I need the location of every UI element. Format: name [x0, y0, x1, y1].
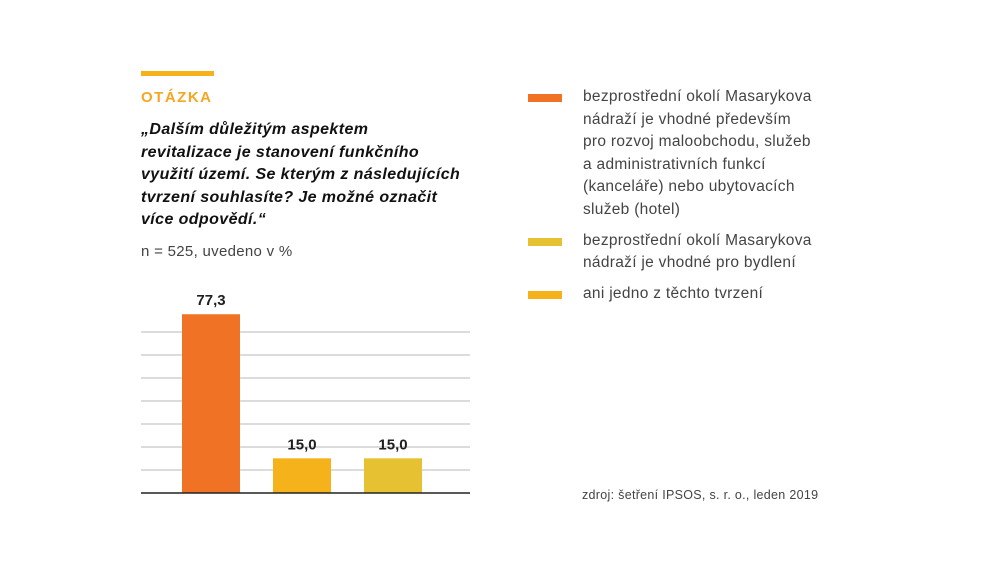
legend-swatch [528, 94, 562, 102]
question-line: využití území. Se kterým z následujících [141, 166, 461, 183]
bar [182, 314, 240, 493]
legend-line: nádraží je vhodné především [583, 110, 791, 128]
legend-line: služeb (hotel) [583, 200, 681, 218]
legend-line: bezprostřední okolí Masarykova [583, 88, 812, 105]
legend-item: ani jedno z těchto tvrzení [528, 283, 858, 306]
legend-line: nádraží je vhodné pro bydlení [583, 254, 796, 272]
legend-swatch [528, 290, 562, 299]
legend-item: bezprostřední okolí Masarykova nádraží j… [528, 86, 858, 222]
bar [273, 458, 331, 493]
question-line: více odpovědí.“ [141, 211, 267, 228]
bar-chart: 77,3 15,0 15,0 [141, 292, 470, 494]
legend-line: a administrativních funkcí [583, 155, 766, 173]
question-label: OTÁZKA [141, 89, 213, 106]
bar-value-label: 15,0 [287, 436, 316, 453]
bar-value-label: 77,3 [196, 292, 225, 309]
question-text: „Dalším důležitým aspektem revitalizace … [141, 119, 491, 232]
legend-swatch [528, 237, 562, 246]
source-note: zdroj: šetření IPSOS, s. r. o., leden 20… [582, 488, 819, 502]
question-line: revitalizace je stanovení funkčního [141, 143, 420, 161]
question-line: tvrzení souhlasíte? Je možné označit [141, 188, 438, 206]
legend-line: pro rozvoj maloobchodu, služeb [583, 133, 811, 151]
legend-line: ani jedno z těchto tvrzení [583, 284, 764, 302]
legend-item: bezprostřední okolí Masarykova nádraží j… [528, 230, 858, 275]
legend-line: (kanceláře) nebo ubytovacích [583, 178, 795, 196]
bar [364, 458, 422, 493]
bar-value-label: 15,0 [378, 436, 407, 453]
question-line: „Dalším důležitým aspektem [141, 121, 369, 138]
sample-note: n = 525, uvedeno v % [141, 243, 293, 260]
accent-line [141, 71, 214, 76]
legend: bezprostřední okolí Masarykova nádraží j… [528, 86, 858, 313]
legend-line: bezprostřední okolí Masarykova [583, 231, 812, 249]
